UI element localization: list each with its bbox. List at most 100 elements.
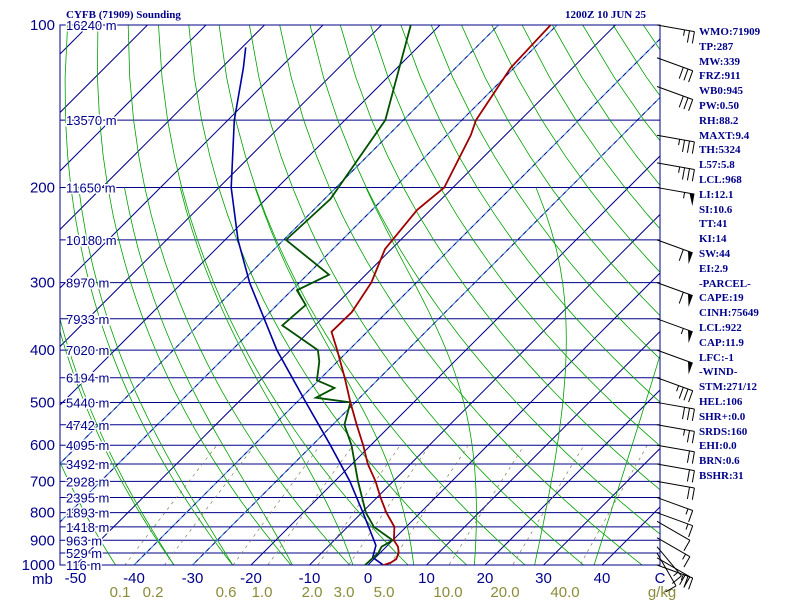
moist-adiabat-line: [125, 188, 299, 577]
wind-barb-full: [692, 488, 694, 500]
wind-barb: [657, 87, 693, 111]
index-row: EI:2.9: [699, 262, 760, 277]
height-label: 7933 m: [66, 312, 109, 327]
wind-barb: [657, 240, 693, 264]
height-label: 2928 m: [66, 474, 109, 489]
wind-barb-full: [687, 470, 689, 482]
wind-barb: [657, 378, 693, 402]
index-row: RH:88.2: [699, 114, 760, 129]
wind-barb-full: [684, 540, 690, 550]
pressure-unit-label: mb: [32, 571, 53, 588]
temp-tick-label: -30: [182, 570, 204, 587]
height-label: 6194 m: [66, 371, 109, 386]
mixing-ratio-line: [382, 445, 468, 576]
wind-barb-staff: [657, 188, 694, 195]
index-row: LI:12.1: [699, 188, 760, 203]
wind-barb-half: [674, 572, 679, 576]
height-label: 7020 m: [66, 343, 109, 358]
isotherm-line: [0, 25, 381, 576]
mixing-ratio-label: 0.6: [216, 584, 237, 600]
mixing-ratio-label: 2.0: [302, 584, 323, 600]
wind-barb-full: [687, 451, 689, 463]
isotherm-line: [591, 25, 800, 576]
wind-barb-full: [692, 452, 694, 464]
wind-barb-staff: [657, 135, 694, 142]
height-label: 10180 m: [66, 233, 117, 248]
temp-tick-label: 40: [594, 570, 611, 587]
wind-barb-full: [682, 168, 684, 180]
plot-border: [60, 25, 660, 565]
wind-barb-staff: [657, 350, 693, 363]
wind-barb-full: [689, 578, 693, 589]
wind-barb-flag: [688, 361, 693, 374]
index-row: MAXT:9.4: [699, 129, 760, 144]
height-label: 8970 m: [66, 276, 109, 291]
dry-adiabat-line: [280, 25, 657, 576]
moist-adiabat-line: [180, 188, 356, 577]
wind-barb-staff: [657, 58, 693, 71]
chart-title: CYFB (71909) Sounding: [66, 9, 181, 21]
mixing-ratio-label: 40.0: [550, 584, 579, 600]
wind-barb-staff: [657, 378, 693, 391]
wind-barb-full: [689, 511, 693, 522]
pressure-tick-label: 300: [30, 275, 55, 292]
wind-barb-full: [679, 387, 683, 398]
wind-barbs: [657, 25, 694, 592]
height-label: 2395 m: [66, 491, 109, 506]
pressure-tick-label: 500: [30, 394, 55, 411]
wind-barb-full: [692, 471, 694, 483]
wind-barb-full: [692, 169, 694, 181]
wind-barb-full: [692, 32, 694, 44]
dry-adiabat-line: [310, 25, 716, 576]
mixing-ratio-unit: g/kg: [648, 584, 676, 600]
pressure-tick-label: 100: [30, 17, 55, 34]
wind-barb-full: [679, 249, 683, 260]
wind-barb: [657, 498, 693, 522]
wind-barb: [657, 445, 694, 463]
wind-barb: [657, 402, 694, 420]
index-row: BSHR:31: [699, 469, 760, 484]
wind-barb-staff: [657, 481, 694, 488]
index-row: LFC:-1: [699, 351, 760, 366]
wind-barb-full: [687, 141, 689, 153]
temp-tick-label: 30: [535, 570, 552, 587]
wind-barb-full: [692, 409, 694, 421]
wind-barb-flag: [689, 193, 694, 206]
wind-barb: [657, 188, 694, 206]
mixing-ratio-line: [442, 445, 524, 576]
index-row: EHI:0.0: [699, 439, 760, 454]
wind-barb: [657, 163, 694, 181]
pressure-tick-label: 900: [30, 532, 55, 549]
wind-barb: [657, 425, 694, 443]
pressure-tick-label: 600: [30, 437, 55, 454]
height-label: 13570 m: [66, 113, 117, 128]
isotherm-line: [0, 25, 323, 576]
index-row: WB0:945: [699, 84, 760, 99]
wind-barb-full: [689, 526, 693, 537]
mixing-ratio-label: 0.1: [110, 584, 131, 600]
dewpoint-trace: [282, 25, 411, 565]
moist-adiabat-line: [591, 188, 704, 577]
wind-barb-half: [677, 386, 679, 392]
pressure-tick-label: 200: [30, 180, 55, 197]
wind-barb-full: [687, 408, 689, 420]
wind-barb: [657, 135, 694, 153]
height-label: 3492 m: [66, 457, 109, 472]
wind-barb-full: [689, 100, 693, 111]
index-row: SRDS:160: [699, 425, 760, 440]
index-row: FRZ:911: [699, 69, 760, 84]
height-label: 11650 m: [66, 181, 116, 196]
temp-tick-label: -50: [65, 570, 87, 587]
mixing-ratio-line: [506, 445, 584, 576]
wind-barb-staff: [657, 464, 694, 471]
wind-barb: [657, 58, 693, 82]
wind-barb-staff: [657, 163, 694, 170]
wind-barb-full: [684, 389, 688, 400]
wind-barb-staff: [657, 513, 693, 526]
height-label: 4742 m: [66, 418, 109, 433]
wind-barb-staff: [657, 538, 690, 557]
chart-time: 1200Z 10 JUN 25: [565, 9, 646, 21]
wind-barb-half: [681, 328, 683, 334]
